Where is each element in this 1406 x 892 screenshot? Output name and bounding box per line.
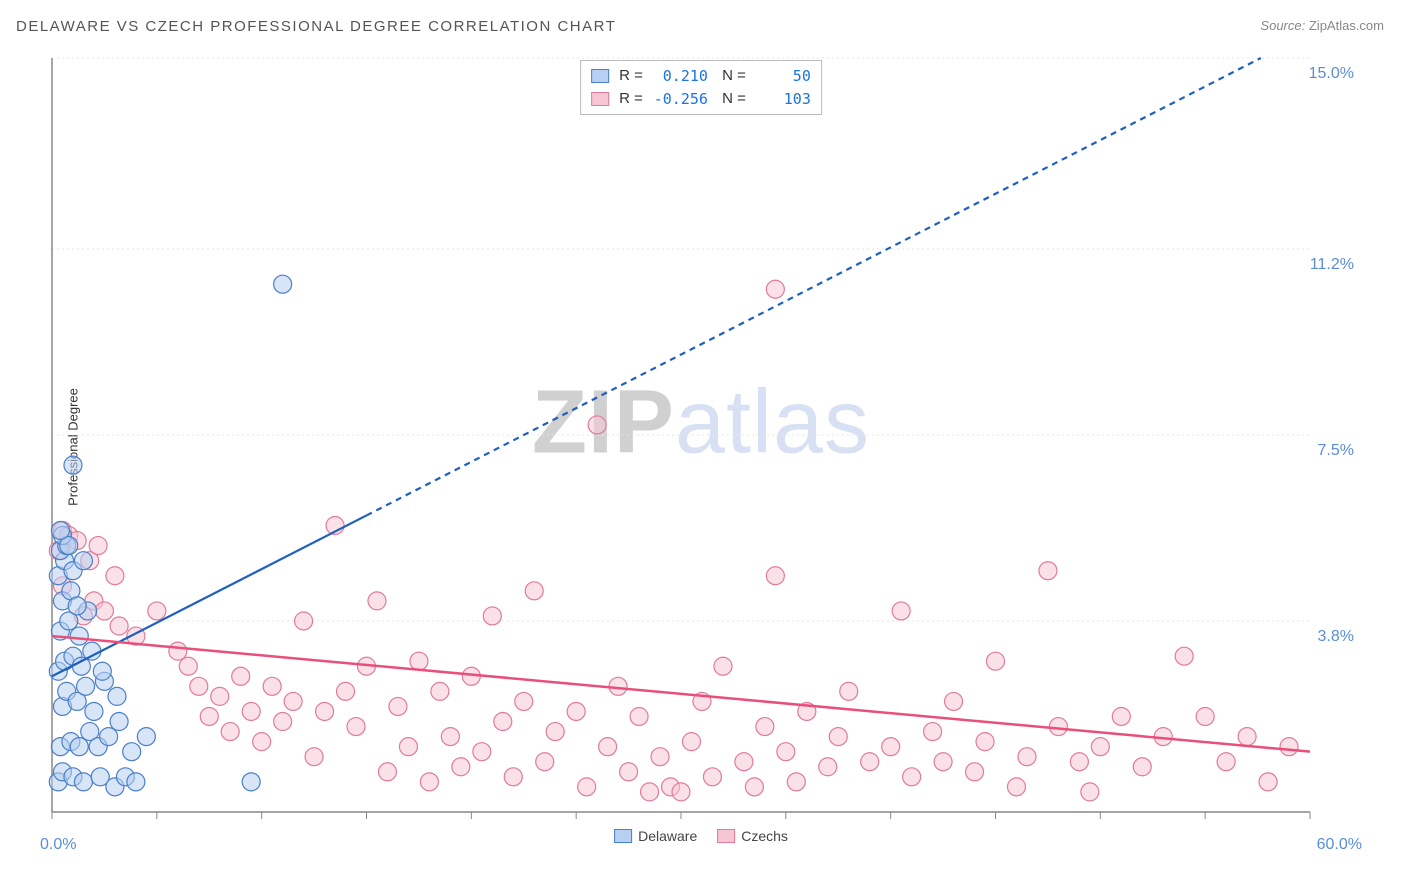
svg-text:15.0%: 15.0%	[1309, 65, 1354, 82]
legend-label-czechs: Czechs	[741, 828, 788, 844]
svg-text:3.8%: 3.8%	[1318, 628, 1354, 645]
swatch-delaware	[591, 69, 609, 83]
legend-item-czechs: Czechs	[717, 828, 788, 844]
legend-item-delaware: Delaware	[614, 828, 697, 844]
stats-row-2: R = -0.256 N = 103	[591, 88, 811, 111]
swatch-czechs	[591, 92, 609, 106]
r-value-2: -0.256	[653, 88, 708, 111]
x-axis-start-label: 0.0%	[40, 836, 76, 854]
stats-legend: R = 0.210 N = 50 R = -0.256 N = 103	[580, 60, 822, 115]
chart-title: DELAWARE VS CZECH PROFESSIONAL DEGREE CO…	[16, 18, 616, 35]
svg-text:11.2%: 11.2%	[1310, 256, 1354, 273]
swatch-delaware-icon	[614, 829, 632, 843]
x-axis-end-label: 60.0%	[1317, 836, 1362, 854]
svg-text:7.5%: 7.5%	[1318, 442, 1354, 459]
r-value-1: 0.210	[653, 65, 708, 88]
n-value-1: 50	[756, 65, 811, 88]
legend-label-delaware: Delaware	[638, 828, 697, 844]
source-attribution: Source: ZipAtlas.com	[1260, 18, 1384, 33]
stats-row-1: R = 0.210 N = 50	[591, 65, 811, 88]
bottom-legend: Delaware Czechs	[614, 828, 788, 844]
source-value: ZipAtlas.com	[1309, 18, 1384, 33]
chart-svg: 3.8% 7.5% 11.2% 15.0%	[46, 52, 1356, 842]
source-label: Source:	[1260, 18, 1305, 33]
n-value-2: 103	[756, 88, 811, 111]
swatch-czechs-icon	[717, 829, 735, 843]
chart-area: Professional Degree ZIPatlas 3.8%7.5%11.…	[46, 52, 1356, 842]
